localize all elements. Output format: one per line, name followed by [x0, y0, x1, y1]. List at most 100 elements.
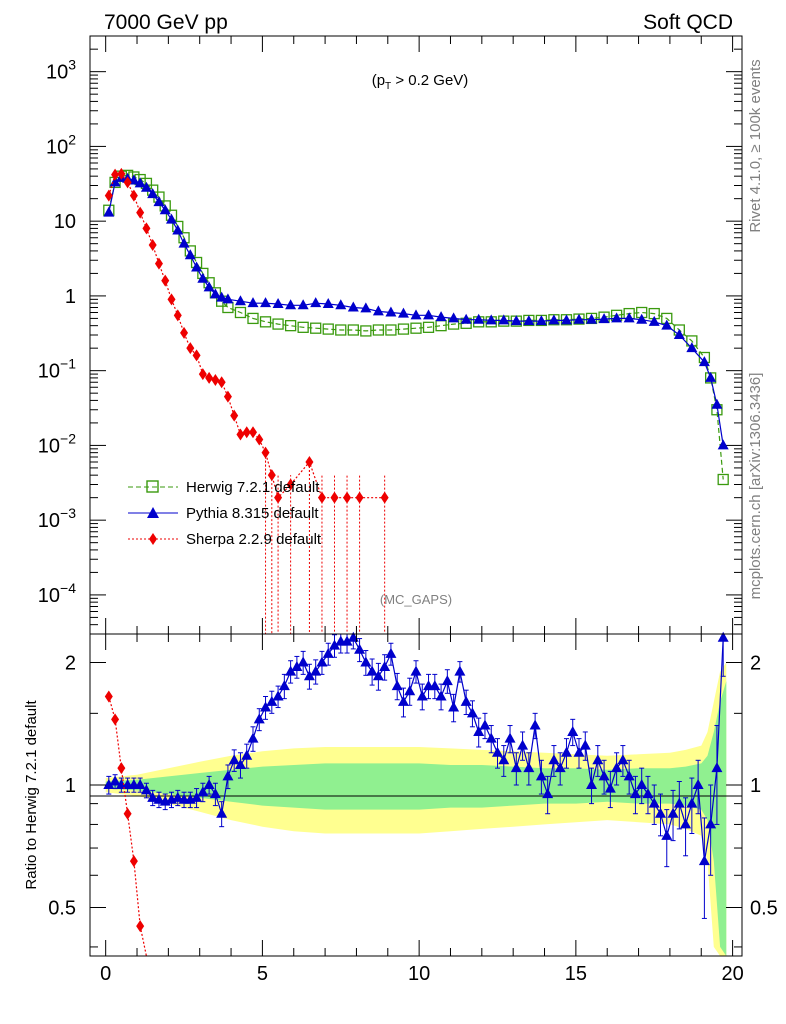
pythia-point	[648, 315, 660, 326]
herwig-point	[360, 325, 372, 337]
herwig-point	[272, 318, 284, 330]
pythia-ratio-point	[517, 739, 529, 750]
pythia-ratio-point	[429, 680, 441, 691]
pythia-ratio-point	[611, 762, 623, 773]
sherpa-point	[355, 491, 364, 504]
pythia-ratio-point	[598, 770, 610, 781]
sherpa-point	[274, 491, 283, 504]
pythia-point	[191, 261, 203, 272]
pythia-ratio-point	[153, 793, 165, 804]
pythia-point	[159, 204, 171, 215]
herwig-point	[297, 321, 309, 333]
pythia-ratio-point	[260, 701, 272, 712]
ratio-series-group	[103, 631, 729, 957]
pythia-point	[611, 312, 623, 323]
pythia-ratio-point	[140, 784, 152, 795]
legend-label-pythia: Pythia 8.315 default	[186, 505, 319, 522]
sherpa-point	[236, 428, 245, 441]
pythia-ratio-point	[535, 770, 547, 781]
pythia-ratio-point	[222, 770, 234, 781]
pythia-point	[322, 297, 334, 308]
sherpa-point	[249, 426, 257, 439]
sherpa-point	[136, 206, 145, 219]
pythia-point	[172, 224, 184, 235]
sherpa-ratio-point	[104, 690, 113, 703]
pythia-ratio-point	[316, 656, 328, 667]
legend-marker-sherpa	[149, 533, 157, 545]
pythia-ratio-point	[586, 778, 598, 789]
pythia-ratio-point	[354, 643, 366, 654]
herwig-point	[335, 324, 347, 336]
mcplots-label: mcplots.cern.ch [arXiv:1306.3436]	[747, 373, 764, 600]
pythia-point	[297, 299, 309, 310]
herwig-point	[259, 316, 272, 328]
pythia-ratio-point	[234, 758, 246, 769]
pythia-point	[686, 342, 698, 353]
legend: Herwig 7.2.1 default Pythia 8.315 defaul…	[128, 479, 322, 548]
pythia-ratio-point	[366, 665, 378, 676]
herwig-point	[422, 321, 435, 333]
pythia-ratio-point	[228, 754, 240, 765]
sherpa-point	[192, 349, 201, 362]
legend-marker-pythia	[147, 507, 159, 518]
pythia-ratio-point	[717, 631, 729, 642]
pythia-point	[166, 213, 177, 224]
pythia-ratio-point	[711, 762, 723, 773]
pythia-ratio-point	[680, 818, 692, 829]
kinematic-cut-annotation: (pT > 0.2 GeV)	[372, 72, 469, 92]
ratio-ytick-label-left: 1	[65, 775, 76, 797]
pythia-ratio-point	[548, 754, 560, 765]
pythia-point	[216, 291, 228, 302]
pythia-ratio-point	[655, 807, 666, 818]
pythia-point	[573, 313, 585, 324]
pythia-ratio-point	[466, 707, 478, 718]
pythia-ratio-point	[266, 695, 278, 706]
sherpa-point	[117, 167, 126, 180]
pythia-ratio-point	[172, 791, 184, 802]
pythia-ratio-point	[216, 807, 228, 818]
sherpa-point	[167, 293, 176, 306]
pythia-ratio-point	[554, 762, 566, 773]
sherpa-point	[205, 371, 214, 384]
pythia-ratio-point	[341, 635, 353, 646]
main-ytick-label: 10−1	[38, 356, 76, 383]
legend-label-sherpa: Sherpa 2.2.9 default	[186, 531, 322, 548]
pythia-point	[147, 188, 159, 199]
sherpa-point	[173, 309, 182, 322]
main-series-group	[103, 167, 729, 634]
pythia-ratio-point	[329, 639, 340, 650]
pythia-ratio-point	[592, 754, 604, 765]
pythia-point	[397, 307, 409, 318]
herwig-point	[247, 312, 259, 325]
main-ytick-label: 102	[46, 131, 76, 158]
pythia-point	[184, 249, 196, 260]
pythia-point	[360, 302, 372, 313]
pythia-point	[260, 297, 272, 308]
sherpa-point	[123, 176, 132, 189]
pythia-ratio-point	[705, 818, 717, 829]
pythia-point	[560, 314, 572, 325]
pythia-point	[698, 356, 710, 367]
sherpa-point	[242, 426, 251, 439]
pythia-ratio-point	[479, 719, 491, 730]
ratio-ytick-label-left: 0.5	[48, 897, 76, 919]
sherpa-point	[380, 491, 389, 504]
pythia-point	[335, 299, 347, 310]
legend-entry-herwig: Herwig 7.2.1 default	[128, 479, 320, 496]
pythia-point	[498, 314, 510, 325]
header-right: Soft QCD	[643, 11, 733, 34]
pythia-ratio-point	[573, 746, 585, 757]
sherpa-point	[330, 491, 339, 504]
pythia-ratio-point	[410, 665, 422, 676]
pythia-point	[178, 237, 190, 248]
pythia-ratio-point	[698, 855, 710, 866]
pythia-ratio-point	[109, 775, 121, 786]
herwig-point	[385, 324, 397, 336]
pythia-point	[423, 309, 435, 320]
pythia-ratio-point	[416, 690, 428, 701]
pythia-ratio-point	[560, 746, 572, 757]
legend-entry-pythia: Pythia 8.315 default	[128, 505, 319, 522]
sherpa-point	[317, 491, 326, 504]
sherpa-ratio-point	[123, 807, 132, 820]
pythia-point	[435, 311, 447, 322]
